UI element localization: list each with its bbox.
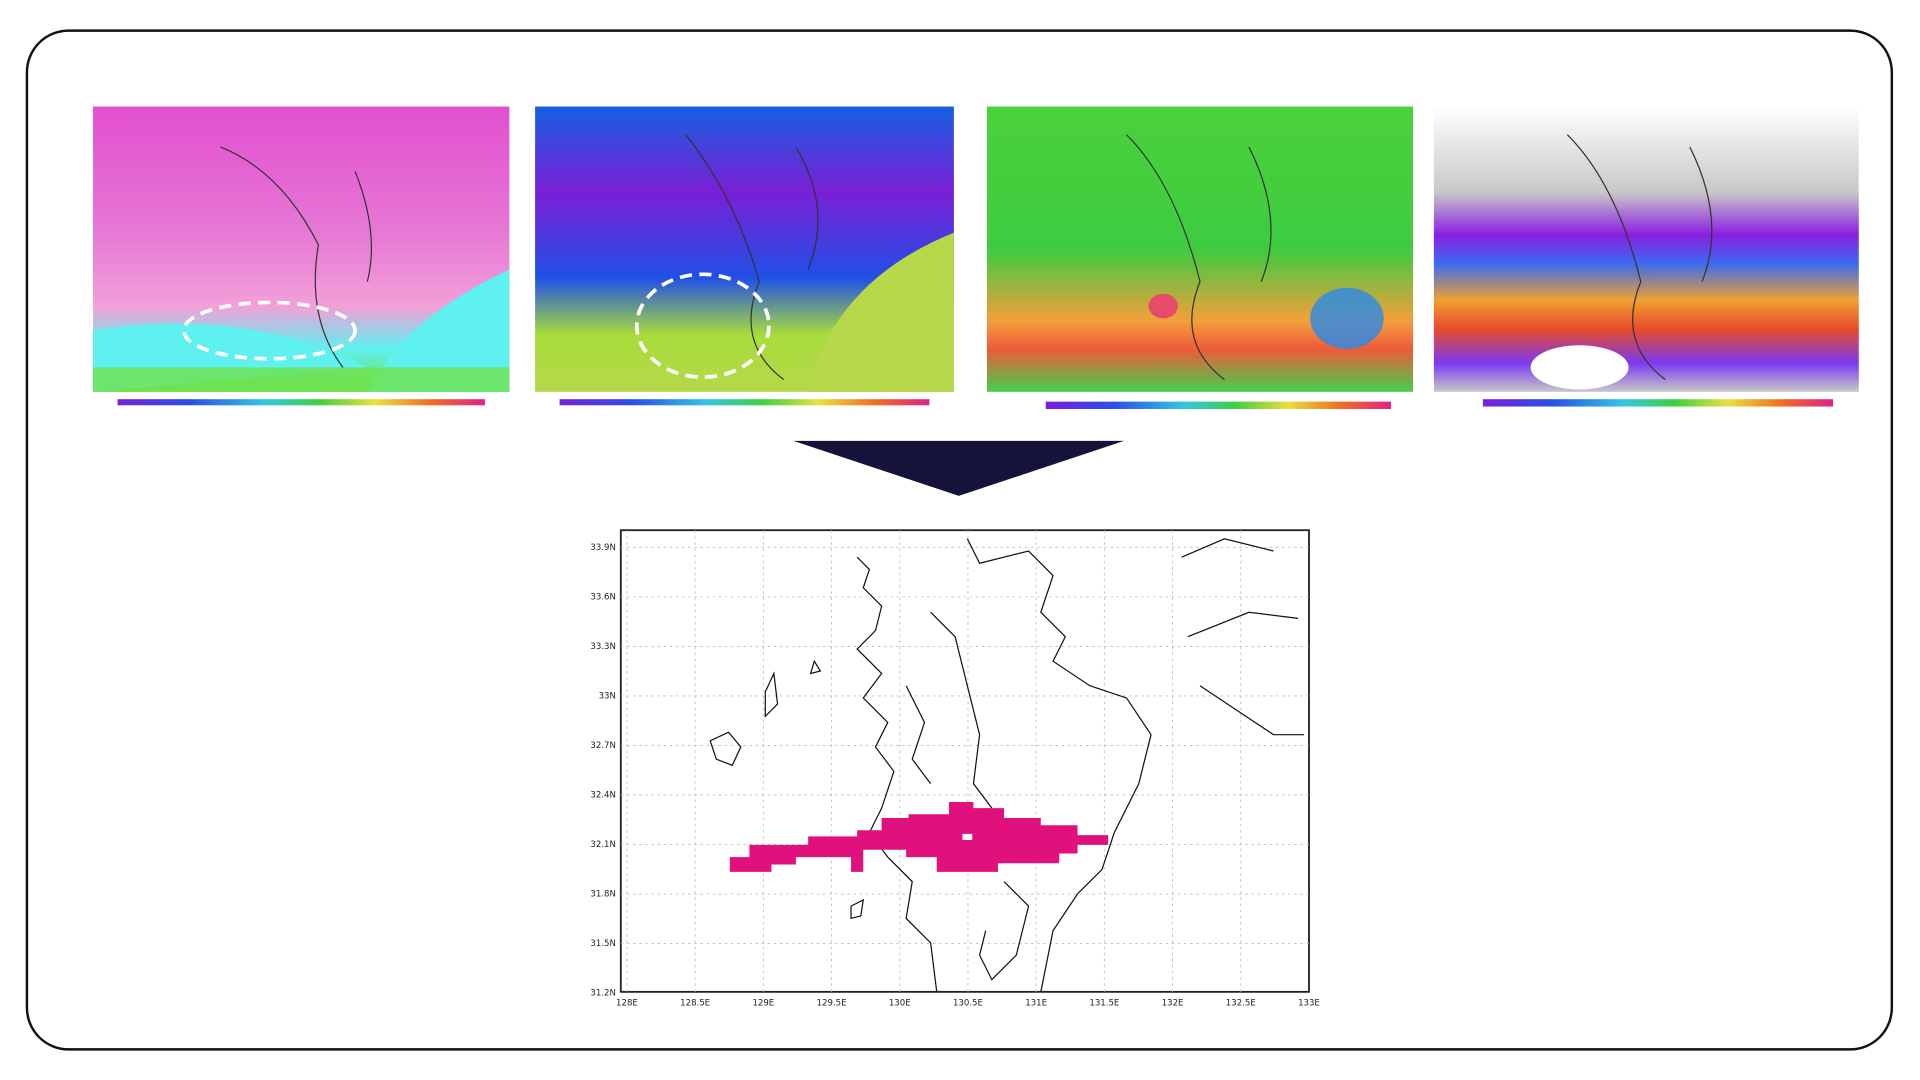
x-axis-label: 130.5E <box>953 998 983 1008</box>
y-axis-label: 33.3N <box>590 642 615 652</box>
y-axis-label: 31.8N <box>590 890 615 900</box>
input-map-3 <box>986 106 1414 409</box>
y-axis-label: 33.6N <box>590 592 615 602</box>
y-axis-label: 31.2N <box>590 989 615 999</box>
x-axis-label: 133E <box>1298 998 1320 1008</box>
x-axis-label: 130E <box>889 998 911 1008</box>
x-axis-label: 132E <box>1162 998 1184 1008</box>
rain-band <box>729 802 1109 872</box>
result-map: 33.9N 33.6N 33.3N 33N 32.7N 32.4N 32.1N 31.8N 31… <box>590 529 1320 1008</box>
x-axis-label: 132.5E <box>1226 998 1256 1008</box>
x-axis-label: 128.5E <box>680 998 710 1008</box>
x-axis-label: 131.5E <box>1089 998 1119 1008</box>
input-map-1 <box>93 106 510 406</box>
x-axis-label: 129E <box>752 998 774 1008</box>
y-axis-label: 33N <box>599 691 616 701</box>
y-axis-label: 32.1N <box>590 840 615 850</box>
y-axis-label: 32.7N <box>590 741 615 751</box>
x-axis-label: 128E <box>616 998 638 1008</box>
y-axis-label: 31.5N <box>590 939 615 949</box>
input-map-2 <box>535 106 954 406</box>
x-axis-label: 129.5E <box>817 998 847 1008</box>
y-axis-label: 32.4N <box>590 790 615 800</box>
x-axis-label: 131E <box>1025 998 1047 1008</box>
y-axis-label: 33.9N <box>590 543 615 553</box>
input-map-4 <box>1433 106 1859 407</box>
arrow <box>793 440 1125 496</box>
